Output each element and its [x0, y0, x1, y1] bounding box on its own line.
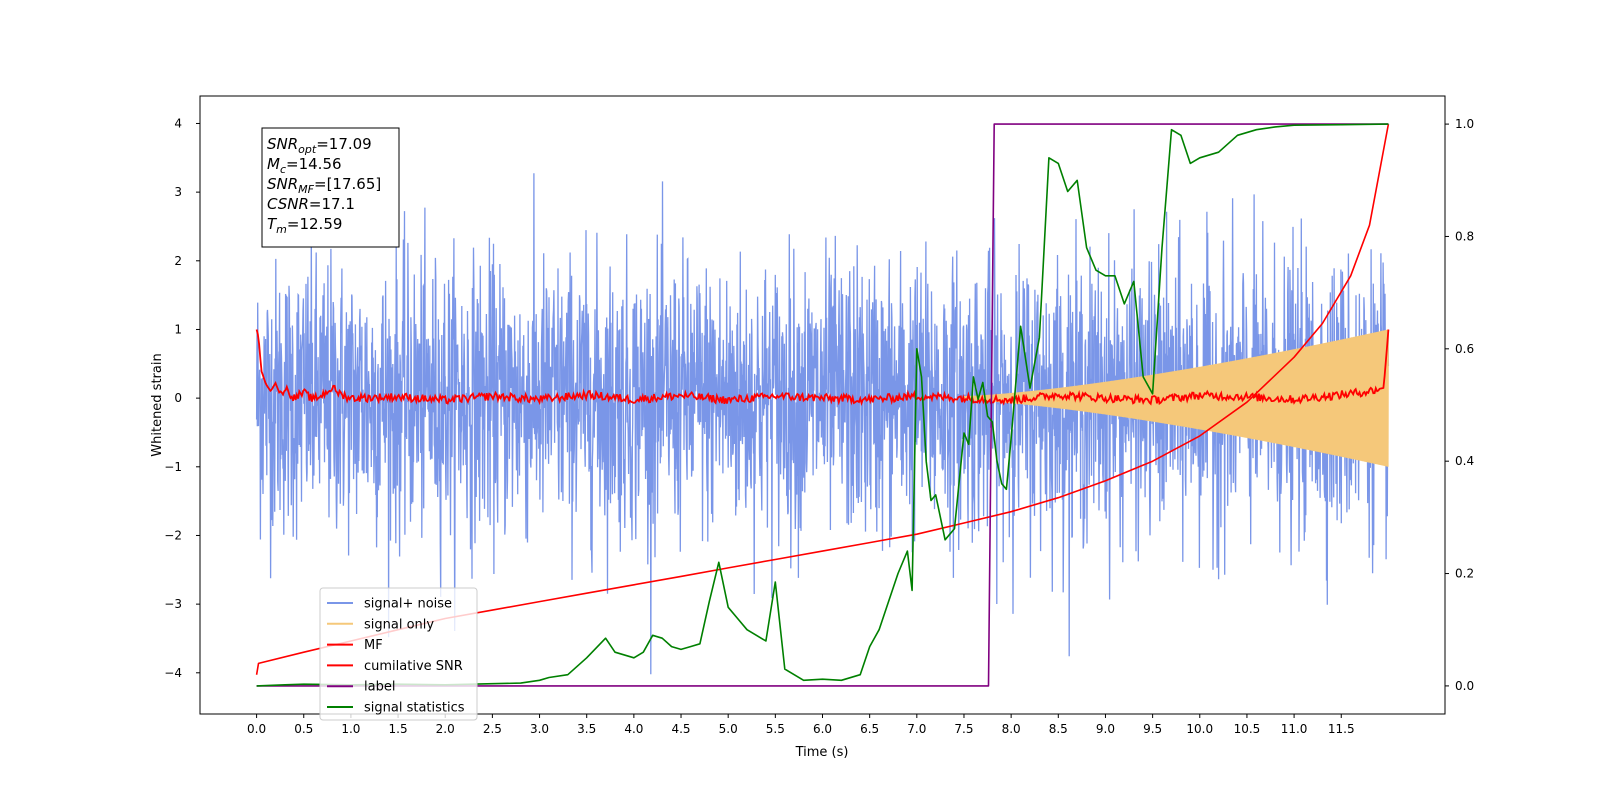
- x-tick-label: 3.5: [577, 722, 596, 736]
- annotation-line: Tm=12.59: [267, 215, 342, 236]
- y-left-tick-label: 3: [174, 185, 182, 199]
- series-mf: [255, 329, 1390, 406]
- x-tick-label: 6.5: [860, 722, 879, 736]
- legend: signal+ noise signal only MF cumilative SNR…: [319, 587, 478, 721]
- y-right-tick-label: 0.0: [1455, 679, 1474, 693]
- series-signal-statistics: [256, 123, 1389, 687]
- y-left-tick-label: 0: [174, 391, 182, 405]
- x-tick-label: 1.5: [389, 722, 408, 736]
- x-axis: 0.0 0.5 1.0 1.5 2.0 2.5 3.0 3.5 4.0 4.5 5.0 5.5 6.0 6…: [247, 714, 1355, 736]
- x-tick-label: 5.0: [719, 722, 738, 736]
- annotation-line: CSNR=17.1: [267, 195, 355, 213]
- x-tick-label: 3.0: [530, 722, 549, 736]
- y-right-tick-label: 0.8: [1455, 229, 1474, 243]
- annotation-line: Mc=14.56: [267, 155, 342, 176]
- y-right-tick-label: 0.6: [1455, 342, 1474, 356]
- x-tick-label: 7.0: [907, 722, 926, 736]
- y-left-tick-label: −4: [164, 666, 182, 680]
- x-tick-label: 8.5: [1049, 722, 1068, 736]
- x-tick-label: 0.0: [247, 722, 266, 736]
- y-right-tick-label: 0.4: [1455, 454, 1474, 468]
- x-tick-label: 9.0: [1096, 722, 1115, 736]
- x-tick-label: 7.5: [954, 722, 973, 736]
- legend-label-cumilative-snr: cumilative SNR: [364, 659, 463, 674]
- x-tick-label: 1.0: [341, 722, 360, 736]
- y-right-tick-label: 1.0: [1455, 117, 1474, 131]
- x-tick-label: 10.0: [1186, 722, 1213, 736]
- annotation-line: SNRMF=[17.65]: [267, 175, 381, 196]
- x-tick-label: 8.0: [1002, 722, 1021, 736]
- annotation-frame: [261, 127, 400, 248]
- legend-label-signal-statistics: signal statistics: [364, 701, 465, 716]
- legend-label-mf: MF: [364, 638, 383, 653]
- x-tick-label: 11.5: [1328, 722, 1355, 736]
- x-tick-label: 10.5: [1234, 722, 1261, 736]
- x-tick-label: 2.5: [483, 722, 502, 736]
- y-axis-left: −4 −3 −2 −1 0 1 2 3 4: [164, 116, 200, 680]
- legend-frame: [319, 587, 478, 721]
- series-label: [256, 123, 1389, 687]
- y-axis-label: Whitened strain: [150, 353, 165, 456]
- x-tick-label: 9.5: [1143, 722, 1162, 736]
- x-tick-label: 2.0: [436, 722, 455, 736]
- x-tick-label: 4.5: [671, 722, 690, 736]
- x-tick-label: 5.5: [766, 722, 785, 736]
- x-tick-label: 0.5: [294, 722, 313, 736]
- annotation-box: SNRopt=17.09Mc=14.56SNRMF=[17.65]CSNR=17…: [261, 127, 400, 248]
- y-left-tick-label: 2: [174, 254, 182, 268]
- legend-label-signal-only: signal only: [364, 617, 434, 632]
- legend-label-label: label: [364, 680, 395, 695]
- y-left-tick-label: −2: [164, 528, 182, 542]
- x-axis-label: Time (s): [795, 745, 849, 760]
- y-left-tick-label: 1: [174, 322, 182, 336]
- y-left-tick-label: 4: [174, 116, 182, 130]
- y-left-tick-label: −1: [164, 460, 182, 474]
- x-tick-label: 6.0: [813, 722, 832, 736]
- legend-label-signal-noise: signal+ noise: [364, 597, 452, 612]
- annotation-line: SNRopt=17.09: [267, 135, 372, 156]
- x-tick-label: 4.0: [624, 722, 643, 736]
- y-axis-right: 0.0 0.2 0.4 0.6 0.8 1.0: [1445, 117, 1474, 693]
- x-tick-label: 11.0: [1281, 722, 1308, 736]
- y-left-tick-label: −3: [164, 597, 182, 611]
- y-right-tick-label: 0.2: [1455, 567, 1474, 581]
